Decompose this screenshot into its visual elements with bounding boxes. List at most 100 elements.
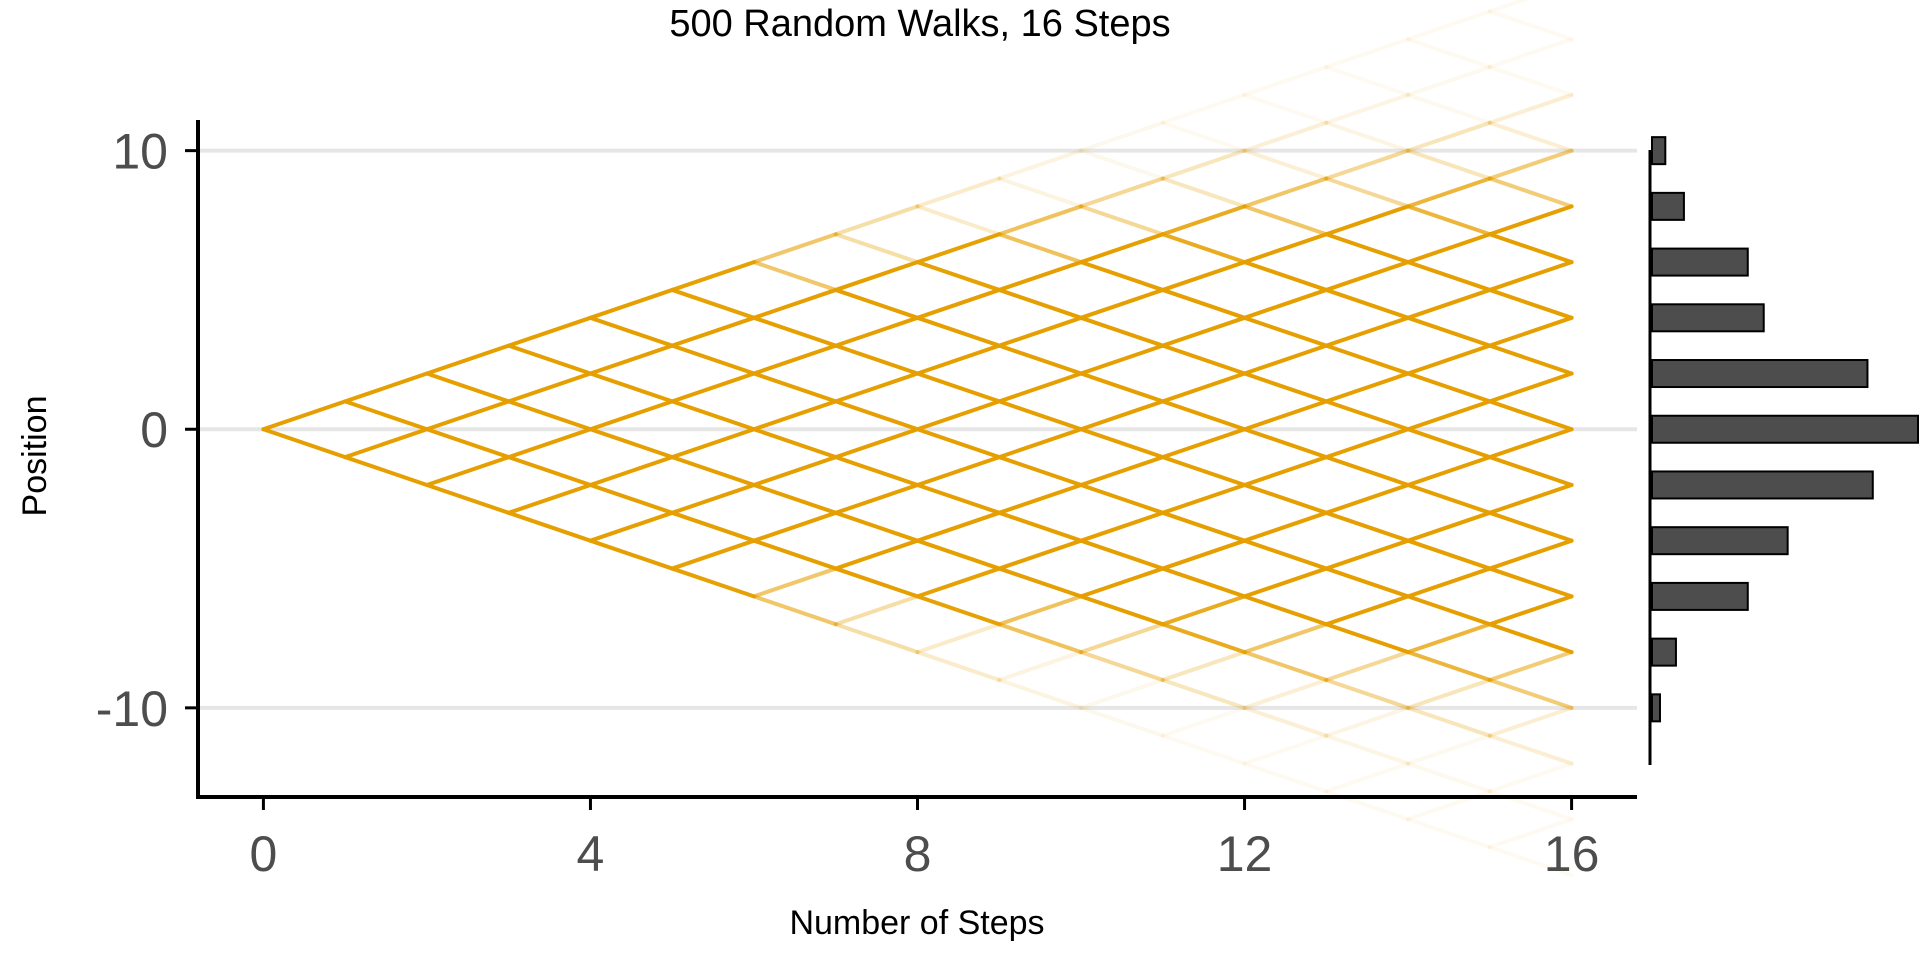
walk-segment bbox=[1406, 399, 1492, 432]
walk-segment bbox=[1242, 761, 1329, 794]
histogram-bar bbox=[1651, 526, 1789, 556]
histogram-bar bbox=[1651, 414, 1919, 444]
walk-segment bbox=[1487, 482, 1574, 515]
walk-segment bbox=[1160, 120, 1247, 153]
walk-segment bbox=[915, 260, 1002, 292]
walk-segment bbox=[1160, 260, 1247, 292]
walk-segment bbox=[343, 371, 429, 404]
walk-segment bbox=[1406, 650, 1492, 682]
walk-segment bbox=[343, 427, 429, 460]
walk-segment bbox=[1160, 482, 1247, 515]
walk-segment bbox=[1079, 120, 1165, 153]
walk-segment bbox=[1324, 733, 1411, 766]
walk-segment bbox=[1406, 65, 1492, 97]
walk-segment bbox=[915, 176, 1002, 209]
walk-segment bbox=[1242, 510, 1329, 543]
walk-segment bbox=[833, 399, 920, 432]
walk-segment bbox=[997, 677, 1084, 710]
walk-segment bbox=[915, 650, 1002, 682]
walk-segment bbox=[1406, 677, 1492, 710]
walk-segment bbox=[1324, 650, 1411, 682]
walk-segment bbox=[1406, 705, 1492, 738]
walk-segment bbox=[670, 455, 756, 487]
walk-segment bbox=[1160, 538, 1247, 571]
walk-segment bbox=[1406, 566, 1492, 599]
walk-segment bbox=[751, 287, 838, 320]
walk-segment bbox=[506, 482, 593, 515]
walk-segment bbox=[1487, 761, 1574, 794]
walk-segment bbox=[1160, 455, 1247, 487]
walk-segment bbox=[1487, 566, 1574, 599]
walk-segment bbox=[1324, 761, 1411, 794]
walk-segment bbox=[1487, 232, 1574, 265]
walk-segment bbox=[997, 427, 1084, 460]
walk-segment bbox=[1242, 566, 1329, 599]
chart-title: 500 Random Walks, 16 Steps bbox=[669, 3, 1170, 45]
walk-segment bbox=[1324, 92, 1411, 125]
walk-segment bbox=[588, 343, 675, 376]
walk-segment bbox=[1242, 622, 1329, 655]
walk-segment bbox=[1160, 677, 1247, 710]
walk-segment bbox=[997, 482, 1084, 515]
y-tick-label: -10 bbox=[96, 681, 168, 737]
walk-segment bbox=[1487, 9, 1574, 42]
walk-segment bbox=[751, 427, 838, 460]
walk-segment bbox=[1079, 343, 1165, 376]
walk-segment bbox=[1160, 622, 1247, 655]
walk-segment bbox=[1324, 120, 1411, 153]
walk-segment bbox=[997, 538, 1084, 571]
walk-segment bbox=[997, 148, 1084, 181]
walk-segment bbox=[588, 371, 675, 404]
walk-segment bbox=[751, 260, 838, 292]
walk-segment bbox=[1242, 705, 1329, 738]
walk-segment bbox=[915, 427, 1002, 460]
histogram-bar bbox=[1651, 303, 1765, 333]
walk-segment bbox=[1079, 232, 1165, 265]
walk-segment bbox=[1487, 650, 1574, 682]
y-tick-label: 0 bbox=[140, 402, 168, 458]
y-tick-label: 10 bbox=[112, 124, 168, 180]
x-tick-label: 0 bbox=[250, 826, 278, 882]
walk-segment bbox=[1406, 9, 1492, 42]
walk-segment bbox=[833, 204, 920, 237]
walk-segment bbox=[506, 371, 593, 404]
walk-segment bbox=[751, 566, 838, 599]
walk-segment bbox=[997, 594, 1084, 627]
walk-segment bbox=[1242, 650, 1329, 682]
x-tick-label: 4 bbox=[577, 826, 605, 882]
walk-segment bbox=[1324, 455, 1411, 487]
walk-segment bbox=[751, 371, 838, 404]
walk-segment bbox=[1406, 92, 1492, 125]
walk-segment bbox=[1079, 315, 1165, 348]
walk-segment bbox=[506, 510, 593, 543]
walk-segment bbox=[1160, 287, 1247, 320]
walk-segment bbox=[1324, 232, 1411, 265]
walk-segment bbox=[833, 260, 920, 292]
walk-segment bbox=[670, 482, 756, 515]
walk-segment bbox=[1406, 148, 1492, 181]
walk-segment bbox=[1487, 733, 1574, 766]
walk-segment bbox=[1406, 315, 1492, 348]
walk-segment bbox=[1487, 204, 1574, 237]
walk-segment bbox=[997, 232, 1084, 265]
walk-segment bbox=[1324, 594, 1411, 627]
walk-segment bbox=[833, 287, 920, 320]
walk-segment bbox=[1079, 538, 1165, 571]
walk-segment bbox=[1487, 260, 1574, 292]
walk-segment bbox=[670, 510, 756, 543]
walk-segment bbox=[915, 343, 1002, 376]
walk-segment bbox=[1242, 677, 1329, 710]
walk-segment bbox=[1324, 622, 1411, 655]
walk-segment bbox=[1324, 427, 1411, 460]
walk-segment bbox=[1079, 399, 1165, 432]
walk-segment bbox=[997, 650, 1084, 682]
walk-segment bbox=[915, 594, 1002, 627]
walk-segment bbox=[1242, 399, 1329, 432]
walk-segment bbox=[424, 399, 511, 432]
walk-segment bbox=[670, 427, 756, 460]
walk-segment bbox=[1160, 566, 1247, 599]
walk-segment bbox=[588, 427, 675, 460]
histogram-bar bbox=[1651, 136, 1667, 166]
walk-segment bbox=[1487, 287, 1574, 320]
